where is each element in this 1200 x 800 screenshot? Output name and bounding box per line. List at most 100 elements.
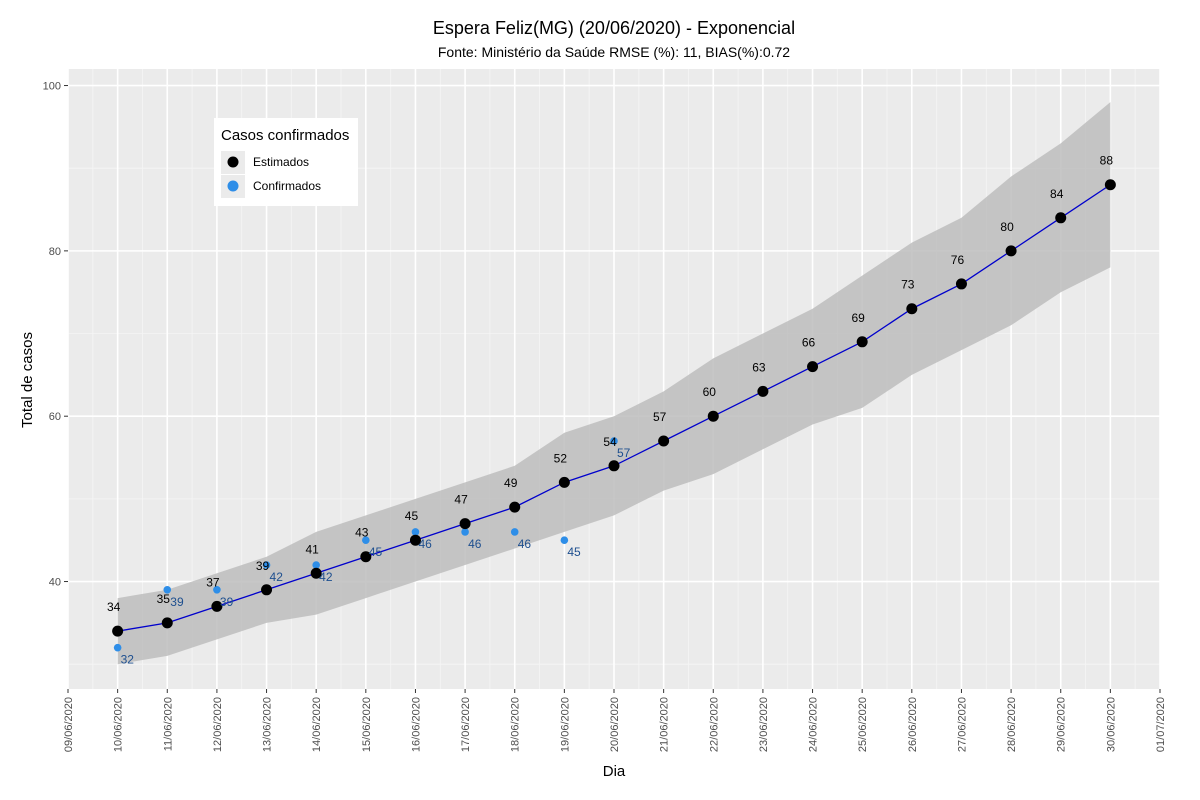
confirmed-data-label: 39 [170,595,184,609]
estimated-data-label: 84 [1050,187,1064,201]
chart-title: Espera Feliz(MG) (20/06/2020) - Exponenc… [433,18,795,38]
estimated-point [310,567,322,579]
x-tick-label: 17/06/2020 [460,697,472,752]
x-tick-label: 30/06/2020 [1105,697,1117,752]
x-tick-label: 21/06/2020 [659,697,671,752]
confirmed-data-label: 57 [617,446,631,460]
confirmed-data-label: 32 [121,653,135,667]
estimated-data-label: 49 [504,476,518,490]
legend-key-confirmed [227,180,239,192]
estimated-point [1055,212,1067,224]
estimated-point [161,617,173,629]
y-tick-label: 60 [49,411,61,423]
estimated-point [459,518,471,530]
estimated-data-label: 45 [405,509,419,523]
estimated-point [261,584,273,596]
confirmed-point [610,437,618,445]
x-tick-label: 16/06/2020 [410,697,422,752]
estimated-data-label: 60 [703,385,717,399]
estimated-data-label: 88 [1100,154,1114,168]
estimated-data-label: 34 [107,600,121,614]
estimated-data-label: 35 [157,592,171,606]
estimated-data-label: 39 [256,559,270,573]
estimated-data-label: 37 [206,575,220,589]
estimated-point [707,410,719,422]
confirmed-point [163,586,172,594]
confirmed-data-label: 46 [518,537,532,551]
confirmed-point [362,536,370,544]
estimated-point [856,336,868,348]
confirmed-point [560,536,569,544]
confirmed-data-label: 45 [567,545,581,559]
x-tick-label: 29/06/2020 [1056,697,1068,752]
x-tick-label: 22/06/2020 [708,697,720,752]
y-tick-label: 100 [43,81,61,93]
x-tick-label: 11/06/2020 [162,697,174,751]
confirmed-point [312,561,320,569]
x-tick-label: 27/06/2020 [956,697,968,752]
estimated-point [658,435,670,447]
estimated-data-label: 80 [1000,220,1014,234]
estimated-point [211,600,223,612]
confirmed-data-label: 42 [319,570,333,584]
x-tick-label: 09/06/2020 [63,697,75,752]
estimated-point [1005,245,1017,257]
confirmed-data-label: 39 [220,595,234,609]
y-tick-label: 80 [49,246,61,258]
x-tick-label: 15/06/2020 [361,697,373,752]
legend-key-estimated [227,156,239,168]
estimated-point [112,625,124,637]
x-tick-label: 25/06/2020 [857,697,869,752]
estimated-point [757,385,769,397]
x-axis-title: Dia [603,763,626,780]
estimated-point [608,460,620,472]
estimated-data-label: 66 [802,336,816,350]
x-tick-label: 01/07/2020 [1155,697,1167,752]
estimated-data-label: 73 [901,278,915,292]
x-tick-label: 20/06/2020 [609,697,621,752]
estimated-data-label: 69 [852,311,866,325]
x-tick-label: 14/06/2020 [311,697,323,752]
estimated-data-label: 76 [951,253,965,267]
estimated-data-label: 57 [653,410,667,424]
axes: 40 60 80 100 09/06/2020 10/06/2020 11/06/2020 1… [43,81,1167,753]
confirmed-data-label: 46 [468,537,482,551]
x-tick-label: 10/06/2020 [113,697,125,752]
estimated-data-label: 54 [603,435,617,449]
legend-title: Casos confirmados [221,127,349,144]
confirmed-point [411,528,420,536]
confirmed-data-label: 42 [270,570,284,584]
estimated-data-label: 47 [454,493,468,507]
chart-subtitle: Fonte: Ministério da Saúde RMSE (%): 11,… [438,44,790,60]
x-tick-label: 23/06/2020 [758,697,770,752]
x-tick-label: 28/06/2020 [1006,697,1018,752]
estimated-point [1104,179,1116,191]
x-tick-label: 13/06/2020 [262,697,274,752]
confidence-band [117,102,1111,665]
estimated-data-label: 43 [355,526,369,540]
x-tick-label: 12/06/2020 [212,697,224,752]
legend: Casos confirmados Estimados Confirmados [214,118,358,206]
data-marks: 3435373941434547495254576063666973768084… [107,154,1116,667]
confirmed-point [461,528,469,536]
confirmed-point [510,528,519,536]
confirmed-point [113,643,122,652]
x-tick-label: 24/06/2020 [808,697,820,752]
y-tick-label: 40 [49,577,61,589]
estimated-point [509,501,521,513]
legend-label-estimated: Estimados [253,155,309,169]
legend-label-confirmed: Confirmados [253,179,321,193]
estimated-point [955,278,967,290]
estimated-point [409,534,421,546]
x-tick-label: 26/06/2020 [907,697,919,752]
estimated-data-label: 63 [752,360,766,374]
confirmed-point [213,586,221,594]
estimated-point [558,476,570,488]
estimated-data-label: 52 [554,451,568,465]
confirmed-data-label: 46 [418,537,432,551]
estimated-point [807,361,819,373]
estimated-point [906,303,918,315]
x-tick-label: 19/06/2020 [559,697,571,752]
confirmed-data-label: 45 [369,545,383,559]
